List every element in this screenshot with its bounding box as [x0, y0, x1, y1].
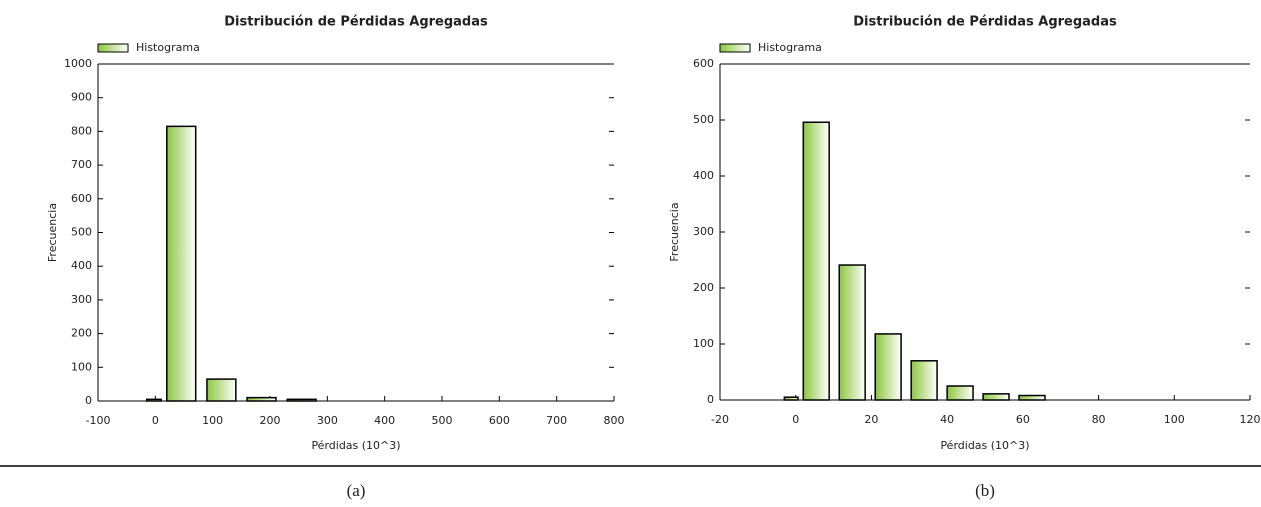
chart-title: Distribución de Pérdidas Agregadas [224, 15, 488, 30]
y-tick-label: 600 [71, 192, 92, 205]
bar [206, 378, 237, 402]
y-tick-label: 0 [85, 394, 92, 407]
legend-label: Histograma [758, 41, 822, 54]
y-tick-label: 100 [71, 360, 92, 373]
y-axis-label: Frecuencia [46, 203, 59, 262]
x-tick-label: 60 [1016, 413, 1030, 426]
x-tick-label: 200 [260, 414, 281, 427]
y-tick-label: 700 [71, 158, 92, 171]
bar [838, 264, 866, 401]
y-tick-label: 200 [71, 327, 92, 340]
y-axis-label: Frecuencia [668, 202, 681, 261]
bar [946, 385, 974, 401]
y-tick-label: 900 [71, 91, 92, 104]
x-axis-label: Pérdidas (10^3) [311, 439, 400, 452]
x-tick-label: 400 [374, 414, 395, 427]
bar [166, 125, 197, 402]
bar [1018, 394, 1046, 401]
legend-swatch [719, 43, 751, 53]
x-tick-label: 100 [1164, 413, 1185, 426]
y-tick-label: 0 [707, 393, 714, 406]
bar [802, 121, 830, 401]
y-tick-label: 800 [71, 124, 92, 137]
x-tick-label: 300 [317, 414, 338, 427]
y-tick-label: 400 [71, 259, 92, 272]
x-tick-label: 0 [792, 413, 799, 426]
bar [982, 393, 1010, 401]
x-tick-label: 500 [432, 414, 453, 427]
x-tick-label: 600 [489, 414, 510, 427]
legend-label: Histograma [136, 41, 200, 54]
x-tick-label: 80 [1092, 413, 1106, 426]
x-tick-label: 700 [546, 414, 567, 427]
chart-title: Distribución de Pérdidas Agregadas [853, 15, 1117, 30]
bar [246, 396, 277, 402]
y-tick-label: 400 [693, 169, 714, 182]
x-tick-label: 800 [604, 414, 625, 427]
x-tick-label: -20 [711, 413, 729, 426]
panel-label: (b) [975, 481, 995, 500]
panel-label: (a) [347, 481, 366, 500]
x-axis-label: Pérdidas (10^3) [940, 439, 1029, 452]
y-tick-label: 200 [693, 281, 714, 294]
y-tick-label: 100 [693, 337, 714, 350]
x-tick-label: -100 [86, 414, 111, 427]
y-tick-label: 500 [71, 226, 92, 239]
x-tick-label: 100 [202, 414, 223, 427]
bar [874, 333, 902, 401]
y-tick-label: 300 [71, 293, 92, 306]
y-tick-label: 600 [693, 57, 714, 70]
y-tick-label: 300 [693, 225, 714, 238]
x-tick-label: 0 [152, 414, 159, 427]
x-tick-label: 120 [1240, 413, 1261, 426]
y-tick-label: 1000 [64, 57, 92, 70]
y-tick-label: 500 [693, 113, 714, 126]
x-tick-label: 40 [940, 413, 954, 426]
x-tick-label: 20 [864, 413, 878, 426]
legend-swatch [97, 43, 129, 53]
bar [910, 360, 938, 401]
